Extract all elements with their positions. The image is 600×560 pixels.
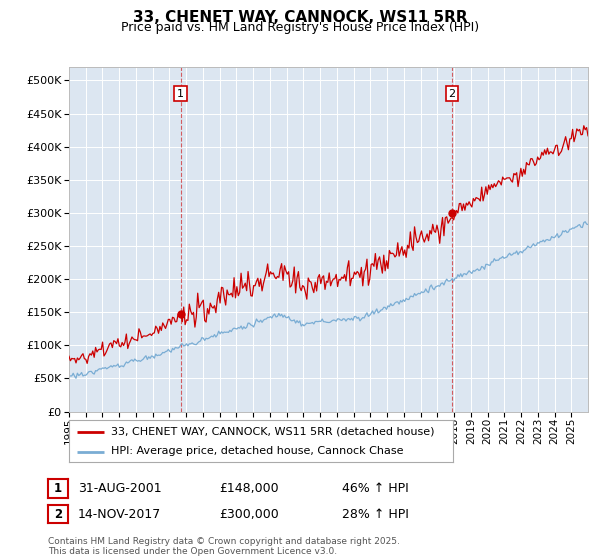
Text: 2: 2 [448,88,455,99]
Text: HPI: Average price, detached house, Cannock Chase: HPI: Average price, detached house, Cann… [111,446,404,456]
Text: 28% ↑ HPI: 28% ↑ HPI [342,507,409,521]
Text: 31-AUG-2001: 31-AUG-2001 [78,482,161,495]
Text: 33, CHENET WAY, CANNOCK, WS11 5RR: 33, CHENET WAY, CANNOCK, WS11 5RR [133,10,467,25]
Text: 1: 1 [54,482,62,495]
Text: 2: 2 [54,507,62,521]
Text: £148,000: £148,000 [219,482,278,495]
Text: Contains HM Land Registry data © Crown copyright and database right 2025.
This d: Contains HM Land Registry data © Crown c… [48,536,400,556]
Text: £300,000: £300,000 [219,507,279,521]
Text: 46% ↑ HPI: 46% ↑ HPI [342,482,409,495]
Text: Price paid vs. HM Land Registry's House Price Index (HPI): Price paid vs. HM Land Registry's House … [121,21,479,34]
Text: 1: 1 [177,88,184,99]
Text: 14-NOV-2017: 14-NOV-2017 [78,507,161,521]
Text: 33, CHENET WAY, CANNOCK, WS11 5RR (detached house): 33, CHENET WAY, CANNOCK, WS11 5RR (detac… [111,427,435,437]
